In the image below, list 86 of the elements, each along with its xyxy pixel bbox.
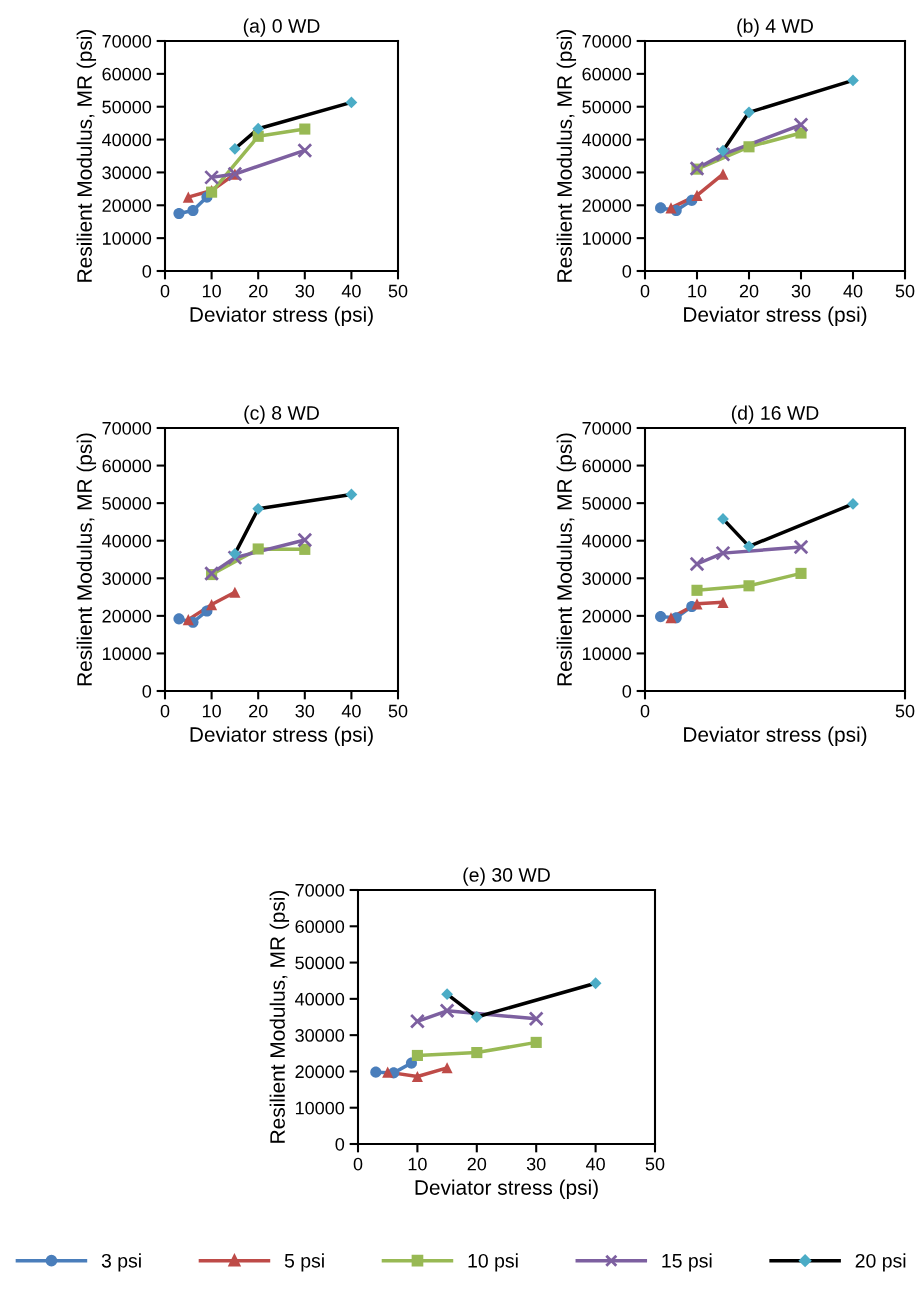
y-tick-label: 50000 [582,497,632,510]
x-tick-label: 50 [895,704,915,718]
legend-label: 20 psi [855,1253,906,1272]
legend-label: 10 psi [468,1253,518,1272]
x-tick-label: 50 [388,284,408,298]
y-tick-label: 70000 [295,883,345,897]
chart-title: (d) 16 WD [731,405,819,424]
x-axis-title: Deviator stress (psi) [190,726,373,746]
y-tick-label: 40000 [582,534,632,548]
x-tick-label: 10 [688,284,707,298]
y-tick-label: 0 [142,684,152,698]
x-tick-label: 30 [526,1157,546,1171]
x-tick-label: 10 [202,704,221,718]
legend-label: 5 psi [284,1253,324,1272]
y-tick-label: 10000 [582,232,632,245]
y-tick-label: 10000 [102,647,152,661]
y-axis-title: Resilient Modulus, MR (psi) [269,890,290,1143]
y-tick-label: 60000 [582,67,632,81]
x-tick-label: 20 [467,1157,487,1171]
y-tick-label: 70000 [102,34,152,48]
y-tick-label: 60000 [102,67,152,81]
y-tick-label: 10000 [582,647,632,661]
y-axis-title: Resilient Modulus, MR (psi) [556,29,577,282]
x-tick-label: 30 [295,704,315,718]
x-axis-title: Deviator stress (psi) [190,306,373,326]
x-tick-label: 30 [295,284,315,298]
y-tick-label: 60000 [582,459,632,473]
y-tick-label: 60000 [102,459,152,473]
legend-label: 3 psi [101,1253,141,1272]
y-tick-label: 0 [622,684,632,698]
x-tick-label: 40 [341,284,361,298]
x-axis-title: Deviator stress (psi) [684,726,867,746]
y-tick-label: 40000 [582,133,632,147]
legend-label: 15 psi [662,1253,712,1272]
y-tick-label: 20000 [295,1065,345,1079]
y-tick-label: 20000 [102,199,152,213]
x-tick-label: 30 [791,284,811,298]
y-tick-label: 70000 [582,34,632,48]
x-tick-label: 20 [739,284,759,298]
y-tick-label: 10000 [102,232,152,245]
x-tick-label: 10 [202,284,221,298]
chart-title: (a) 0 WD [243,18,320,37]
y-tick-label: 40000 [102,534,152,548]
y-tick-label: 30000 [295,1029,345,1042]
y-axis-title: Resilient Modulus, MR (psi) [76,433,97,686]
y-tick-label: 20000 [582,609,632,623]
y-tick-label: 50000 [582,100,632,114]
chart-title: (b) 4 WD [737,18,813,37]
y-tick-label: 50000 [102,100,152,114]
y-tick-label: 0 [142,264,152,278]
y-tick-label: 40000 [102,133,152,147]
x-tick-label: 40 [341,704,361,718]
y-tick-label: 30000 [582,166,632,180]
x-axis-title: Deviator stress (psi) [684,306,867,326]
y-tick-label: 30000 [102,572,152,586]
x-tick-label: 0 [640,704,650,718]
y-axis-title: Resilient Modulus, MR (psi) [556,433,577,686]
chart-title: (c) 8 WD [244,405,319,424]
x-tick-label: 50 [895,284,915,298]
x-tick-label: 50 [388,704,408,718]
x-tick-label: 20 [249,704,268,718]
y-tick-label: 60000 [295,920,345,934]
x-tick-label: 0 [160,284,170,298]
x-tick-label: 0 [160,704,170,718]
y-axis-title: Resilient Modulus, MR (psi) [76,29,97,282]
x-tick-label: 10 [408,1157,427,1171]
x-tick-label: 0 [640,284,650,298]
x-tick-label: 40 [843,284,863,298]
y-tick-label: 70000 [102,421,152,435]
x-tick-label: 40 [585,1157,605,1171]
y-tick-label: 10000 [295,1101,345,1115]
y-tick-label: 0 [622,264,632,278]
x-tick-label: 20 [249,284,268,298]
y-tick-label: 0 [335,1137,345,1151]
chart-title: (e) 30 WD [463,867,550,886]
x-axis-title: Deviator stress (psi) [415,1179,598,1199]
y-tick-label: 30000 [102,166,152,180]
x-tick-label: 50 [645,1157,665,1171]
y-tick-label: 20000 [582,199,632,213]
y-tick-label: 70000 [582,421,632,435]
y-tick-label: 50000 [102,497,152,510]
y-tick-label: 30000 [582,572,632,586]
y-tick-label: 20000 [102,609,152,623]
y-tick-label: 50000 [295,956,345,970]
x-tick-label: 0 [353,1157,363,1171]
y-tick-label: 40000 [295,992,345,1006]
